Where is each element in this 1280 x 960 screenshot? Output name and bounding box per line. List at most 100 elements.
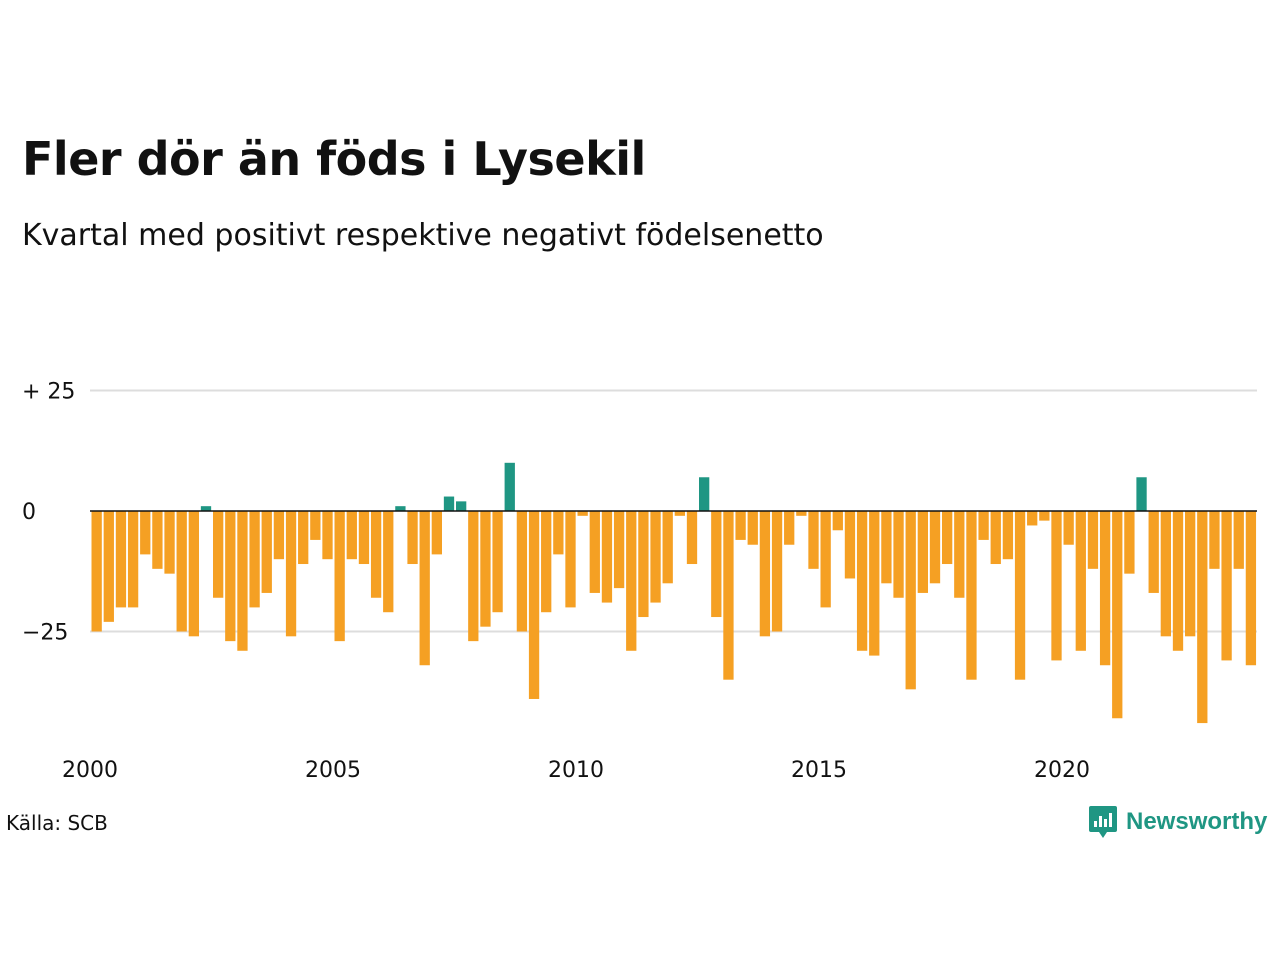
y-tick-label: 0 bbox=[22, 500, 36, 525]
bar bbox=[1075, 511, 1086, 651]
bar bbox=[285, 511, 297, 637]
bar bbox=[419, 511, 430, 666]
bar bbox=[917, 511, 928, 593]
bar bbox=[711, 511, 722, 618]
bar bbox=[650, 511, 661, 603]
bar bbox=[1014, 511, 1026, 680]
bar bbox=[747, 511, 758, 545]
bar bbox=[225, 511, 236, 642]
bar bbox=[1124, 511, 1135, 574]
bar bbox=[589, 511, 600, 593]
bar bbox=[796, 511, 807, 516]
bar bbox=[1051, 511, 1062, 661]
bar bbox=[1233, 511, 1244, 569]
bar bbox=[966, 511, 977, 680]
x-tick-label: 2020 bbox=[1034, 758, 1090, 783]
source-note: Källa: SCB bbox=[6, 811, 108, 835]
bar bbox=[152, 511, 163, 569]
bar bbox=[771, 511, 783, 632]
bar bbox=[844, 511, 856, 579]
newsworthy-logo-icon bbox=[1089, 806, 1117, 838]
y-tick-label: −25 bbox=[22, 621, 68, 646]
bar bbox=[249, 511, 260, 608]
bar bbox=[978, 511, 989, 540]
bar bbox=[528, 511, 540, 699]
bar bbox=[322, 511, 333, 560]
bar bbox=[613, 511, 625, 589]
bar-chart: + 25 0 −25 2000 2005 2010 2015 2020 bbox=[22, 380, 1257, 783]
bar bbox=[638, 511, 649, 618]
bar bbox=[686, 511, 698, 565]
bar bbox=[334, 511, 345, 642]
bar bbox=[577, 511, 588, 516]
bar bbox=[91, 511, 102, 632]
bar bbox=[905, 511, 916, 690]
bar bbox=[443, 496, 455, 511]
bar bbox=[1209, 511, 1220, 569]
bar bbox=[140, 511, 151, 555]
bar bbox=[200, 506, 212, 511]
bar bbox=[358, 511, 370, 565]
bar bbox=[516, 511, 528, 632]
bar bbox=[1136, 477, 1147, 511]
bar bbox=[1221, 511, 1232, 661]
bar bbox=[370, 511, 382, 598]
bar bbox=[188, 511, 199, 637]
bar bbox=[480, 511, 491, 627]
newsworthy-logo-text: Newsworthy bbox=[1126, 808, 1268, 835]
bar bbox=[492, 511, 503, 613]
y-tick-label: + 25 bbox=[22, 380, 75, 405]
x-tick-label: 2000 bbox=[62, 758, 118, 783]
bar bbox=[103, 511, 114, 622]
bar bbox=[261, 511, 272, 593]
x-tick-label: 2010 bbox=[548, 758, 604, 783]
bar bbox=[735, 511, 746, 540]
bar bbox=[893, 511, 904, 598]
bar bbox=[856, 511, 868, 651]
bar bbox=[468, 511, 479, 642]
bar bbox=[176, 511, 187, 632]
bar bbox=[1027, 511, 1038, 526]
x-tick-label: 2005 bbox=[305, 758, 361, 783]
bar bbox=[164, 511, 175, 574]
bar bbox=[1039, 511, 1050, 521]
bar bbox=[832, 511, 843, 531]
bar bbox=[699, 477, 710, 511]
bar bbox=[626, 511, 637, 651]
bar bbox=[541, 511, 552, 613]
bar bbox=[954, 511, 965, 598]
bar bbox=[383, 511, 394, 613]
bar bbox=[298, 511, 309, 565]
bar bbox=[310, 511, 321, 540]
newsworthy-logo: Newsworthy bbox=[1088, 804, 1267, 840]
bar bbox=[1148, 511, 1159, 593]
bar bbox=[808, 511, 819, 569]
bar bbox=[784, 511, 795, 545]
bar bbox=[929, 511, 941, 584]
bar bbox=[1185, 511, 1196, 637]
bar bbox=[407, 511, 418, 565]
bar bbox=[565, 511, 576, 608]
bar bbox=[127, 511, 139, 608]
bar bbox=[1160, 511, 1171, 637]
bar bbox=[881, 511, 892, 584]
bar bbox=[237, 511, 248, 651]
bar bbox=[1245, 511, 1257, 666]
chart-subtitle: Kvartal med positivt respektive negativt… bbox=[22, 218, 824, 253]
bar bbox=[456, 501, 467, 511]
bar bbox=[346, 511, 357, 560]
bar bbox=[213, 511, 224, 598]
bar bbox=[115, 511, 127, 608]
bar bbox=[1112, 511, 1123, 719]
bar bbox=[504, 462, 515, 511]
bar bbox=[869, 511, 880, 656]
x-tick-label: 2015 bbox=[791, 758, 847, 783]
bar bbox=[820, 511, 831, 608]
bar bbox=[1099, 511, 1111, 666]
bar bbox=[1197, 511, 1208, 724]
bar bbox=[674, 511, 685, 516]
chart-title: Fler dör än föds i Lysekil bbox=[22, 132, 646, 186]
bar bbox=[1063, 511, 1074, 545]
bar bbox=[662, 511, 673, 584]
bar bbox=[759, 511, 771, 637]
